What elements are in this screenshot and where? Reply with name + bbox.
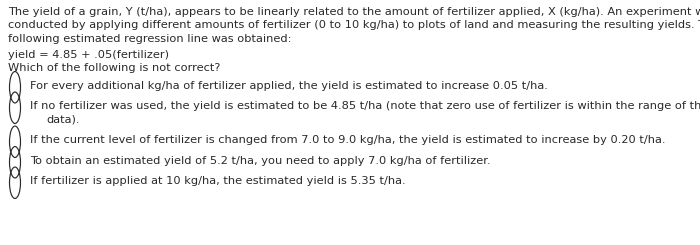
Text: For every additional kg/ha of fertilizer applied, the yield is estimated to incr: For every additional kg/ha of fertilizer… — [30, 81, 548, 90]
Text: To obtain an estimated yield of 5.2 t/ha, you need to apply 7.0 kg/ha of fertili: To obtain an estimated yield of 5.2 t/ha… — [30, 156, 491, 166]
Text: data).: data). — [46, 114, 80, 124]
Text: conducted by applying different amounts of fertilizer (0 to 10 kg/ha) to plots o: conducted by applying different amounts … — [8, 21, 700, 30]
Text: If fertilizer is applied at 10 kg/ha, the estimated yield is 5.35 t/ha.: If fertilizer is applied at 10 kg/ha, th… — [30, 176, 405, 186]
Text: following estimated regression line was obtained:: following estimated regression line was … — [8, 34, 291, 44]
Text: Which of the following is not correct?: Which of the following is not correct? — [8, 63, 220, 73]
Text: The yield of a grain, Y (t/ha), appears to be linearly related to the amount of : The yield of a grain, Y (t/ha), appears … — [8, 7, 700, 17]
Text: If no fertilizer was used, the yield is estimated to be 4.85 t/ha (note that zer: If no fertilizer was used, the yield is … — [30, 101, 700, 111]
Text: If the current level of fertilizer is changed from 7.0 to 9.0 kg/ha, the yield i: If the current level of fertilizer is ch… — [30, 135, 666, 145]
Text: yield = 4.85 + .05(fertilizer): yield = 4.85 + .05(fertilizer) — [8, 49, 169, 60]
